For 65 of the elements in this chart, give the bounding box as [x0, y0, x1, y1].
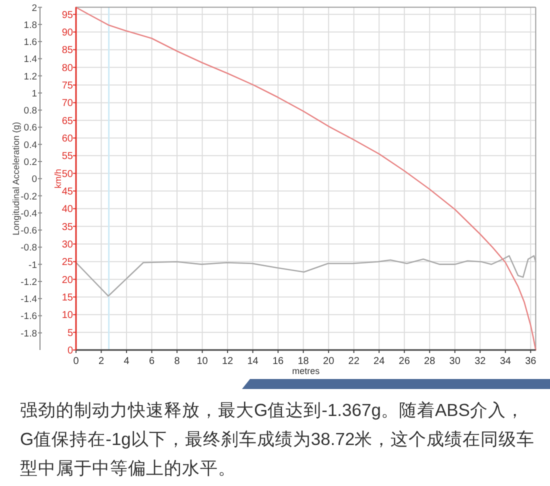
y2-tick-label: 50: [62, 168, 74, 180]
line-series: [75, 6, 536, 351]
y-tick-label: 2: [32, 2, 37, 14]
y-tick-label: 1.4: [24, 54, 37, 66]
y-tick-label: 0.4: [24, 140, 37, 151]
text: 强劲的制动力快速释放，最大G值达到-1.367g。随着ABS介入，G值保持在-1g以下，最终刹车成绩为38.72米，这个成绩在同级车型中属于中等偏上的水平。: [20, 399, 535, 480]
x-tick-label: 22: [348, 356, 360, 367]
y2-tick-label: 35: [62, 222, 74, 233]
y-tick-label: -0.4: [20, 208, 37, 220]
y2-tick-label: 70: [62, 98, 74, 110]
x-tick-label: 34: [500, 356, 512, 367]
y-tick-label: -1: [28, 260, 37, 271]
y-tick-label: -0.2: [20, 191, 37, 202]
x-tick-label: 6: [148, 356, 155, 367]
y-tick-label: -0.8: [20, 242, 37, 254]
y2-tick-label: 5: [67, 328, 74, 339]
line-series: [75, 255, 536, 297]
y2-axis-title: km/h: [53, 168, 63, 188]
y-axis-title: Longitudinal Acceleration (g): [11, 122, 21, 236]
y2-tick-label: 60: [62, 134, 74, 145]
y-tick-label: 0: [32, 174, 37, 186]
x-axis-title: metres: [292, 366, 320, 376]
y2-tick-label: 0: [67, 346, 74, 356]
x-tick-label: 0: [73, 356, 80, 367]
y2-tick-label: 90: [62, 28, 74, 39]
y-tick-label: 1: [32, 88, 37, 100]
x-tick-label: 24: [374, 356, 386, 367]
y2-tick-label: 15: [62, 292, 74, 304]
y-tick-label: -0.6: [20, 226, 37, 237]
x-tick-label: 32: [474, 356, 486, 367]
y2-tick-label: 30: [62, 240, 74, 251]
y-tick-label: 1.2: [24, 71, 37, 82]
x-tick-label: 16: [272, 356, 284, 367]
y2-tick-label: 85: [62, 45, 74, 56]
y2-tick-label: 40: [62, 204, 74, 216]
y2-tick-label: 55: [62, 151, 74, 162]
x-tick-label: 18: [298, 356, 310, 367]
y-tick-label: 0.6: [24, 122, 37, 134]
x-tick-label: 12: [222, 356, 234, 367]
y2-tick-label: 10: [62, 310, 74, 322]
x-tick-label: 8: [174, 356, 180, 367]
x-tick-label: 28: [424, 356, 436, 367]
x-tick-label: 30: [449, 356, 461, 367]
x-tick-label: 26: [398, 356, 410, 367]
y2-tick-label: 45: [62, 186, 74, 198]
x-tick-label: 36: [525, 356, 537, 367]
y-tick-label: -1.6: [20, 311, 37, 322]
x-tick-label: 10: [196, 356, 208, 367]
y-tick-label: 1.8: [24, 20, 37, 31]
x-tick-label: 14: [247, 356, 259, 367]
y2-tick-label: 95: [62, 10, 74, 21]
y-tick-label: 1.6: [24, 37, 37, 48]
y2-tick-label: 25: [62, 257, 74, 268]
y-tick-label: 0.8: [24, 106, 37, 117]
y2-tick-label: 65: [62, 116, 74, 127]
y-tick-label: -1.8: [20, 328, 37, 340]
x-tick-label: 20: [323, 356, 335, 367]
y-tick-label: -1.2: [20, 276, 37, 288]
x-tick-label: 4: [124, 356, 130, 367]
x-tick-label: 2: [98, 356, 104, 367]
y2-tick-label: 20: [62, 274, 74, 286]
y2-tick-label: 80: [62, 62, 74, 74]
y2-tick-label: 75: [62, 80, 74, 92]
y-tick-label: 0.2: [24, 157, 37, 168]
y-tick-label: -1.4: [20, 294, 37, 306]
